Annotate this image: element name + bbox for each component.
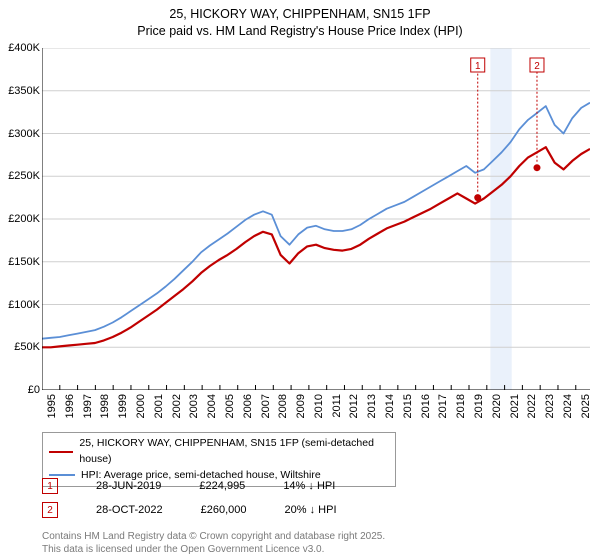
- sale-row-2: 2 28-OCT-2022 £260,000 20% ↓ HPI: [42, 502, 337, 518]
- x-tick-label: 2019: [473, 394, 485, 418]
- footer: Contains HM Land Registry data © Crown c…: [42, 531, 385, 556]
- x-tick-label: 2023: [544, 394, 556, 418]
- x-tick-label: 2018: [455, 394, 467, 418]
- x-tick-label: 1997: [82, 394, 94, 418]
- sale-1-price: £224,995: [199, 480, 245, 492]
- svg-text:2: 2: [534, 61, 540, 72]
- x-tick-label: 2021: [509, 394, 521, 418]
- sale-1-diff: 14% ↓ HPI: [283, 480, 335, 492]
- x-tick-label: 2025: [580, 394, 592, 418]
- x-tick-label: 2024: [562, 394, 574, 418]
- y-tick-label: £300K: [8, 128, 40, 140]
- sale-2-price: £260,000: [201, 504, 247, 516]
- sale-2-date: 28-OCT-2022: [96, 504, 163, 516]
- legend-label-1: 25, HICKORY WAY, CHIPPENHAM, SN15 1FP (s…: [79, 436, 389, 468]
- line-chart: 12: [42, 48, 590, 390]
- x-tick-label: 2016: [420, 394, 432, 418]
- x-tick-label: 2009: [295, 394, 307, 418]
- svg-text:1: 1: [475, 61, 481, 72]
- title-line-2: Price paid vs. HM Land Registry's House …: [0, 23, 600, 40]
- x-tick-label: 2011: [331, 394, 343, 418]
- x-tick-label: 2005: [224, 394, 236, 418]
- sale-1-date: 28-JUN-2019: [96, 480, 161, 492]
- footer-line-1: Contains HM Land Registry data © Crown c…: [42, 531, 385, 544]
- x-tick-label: 2022: [526, 394, 538, 418]
- title-block: 25, HICKORY WAY, CHIPPENHAM, SN15 1FP Pr…: [0, 0, 600, 40]
- x-tick-label: 2012: [348, 394, 360, 418]
- x-tick-label: 2008: [277, 394, 289, 418]
- chart-area: 12: [42, 48, 590, 390]
- legend-row-1: 25, HICKORY WAY, CHIPPENHAM, SN15 1FP (s…: [49, 436, 389, 468]
- x-tick-label: 1995: [46, 394, 58, 418]
- x-tick-label: 2003: [188, 394, 200, 418]
- x-tick-label: 2001: [153, 394, 165, 418]
- x-tick-label: 2020: [491, 394, 503, 418]
- chart-container: 25, HICKORY WAY, CHIPPENHAM, SN15 1FP Pr…: [0, 0, 600, 560]
- sale-marker-1: 1: [42, 478, 58, 494]
- y-tick-label: £400K: [8, 42, 40, 54]
- y-tick-label: £0: [28, 384, 40, 396]
- x-tick-label: 2002: [171, 394, 183, 418]
- y-tick-label: £50K: [14, 341, 40, 353]
- y-tick-label: £200K: [8, 213, 40, 225]
- x-tick-label: 2015: [402, 394, 414, 418]
- sale-2-diff: 20% ↓ HPI: [285, 504, 337, 516]
- x-tick-label: 1996: [64, 394, 76, 418]
- x-tick-label: 1998: [99, 394, 111, 418]
- x-tick-label: 2010: [313, 394, 325, 418]
- legend-swatch-2: [49, 474, 75, 476]
- legend-swatch-1: [49, 451, 73, 453]
- y-tick-label: £100K: [8, 299, 40, 311]
- x-tick-label: 2014: [384, 394, 396, 418]
- sale-marker-2: 2: [42, 502, 58, 518]
- y-tick-label: £150K: [8, 256, 40, 268]
- sale-row-1: 1 28-JUN-2019 £224,995 14% ↓ HPI: [42, 478, 335, 494]
- x-tick-label: 2007: [260, 394, 272, 418]
- x-tick-label: 2000: [135, 394, 147, 418]
- y-tick-label: £350K: [8, 85, 40, 97]
- x-tick-label: 2013: [366, 394, 378, 418]
- title-line-1: 25, HICKORY WAY, CHIPPENHAM, SN15 1FP: [0, 6, 600, 23]
- x-tick-label: 1999: [117, 394, 129, 418]
- y-tick-label: £250K: [8, 170, 40, 182]
- x-tick-label: 2017: [437, 394, 449, 418]
- x-tick-label: 2004: [206, 394, 218, 418]
- footer-line-2: This data is licensed under the Open Gov…: [42, 544, 385, 557]
- x-tick-label: 2006: [242, 394, 254, 418]
